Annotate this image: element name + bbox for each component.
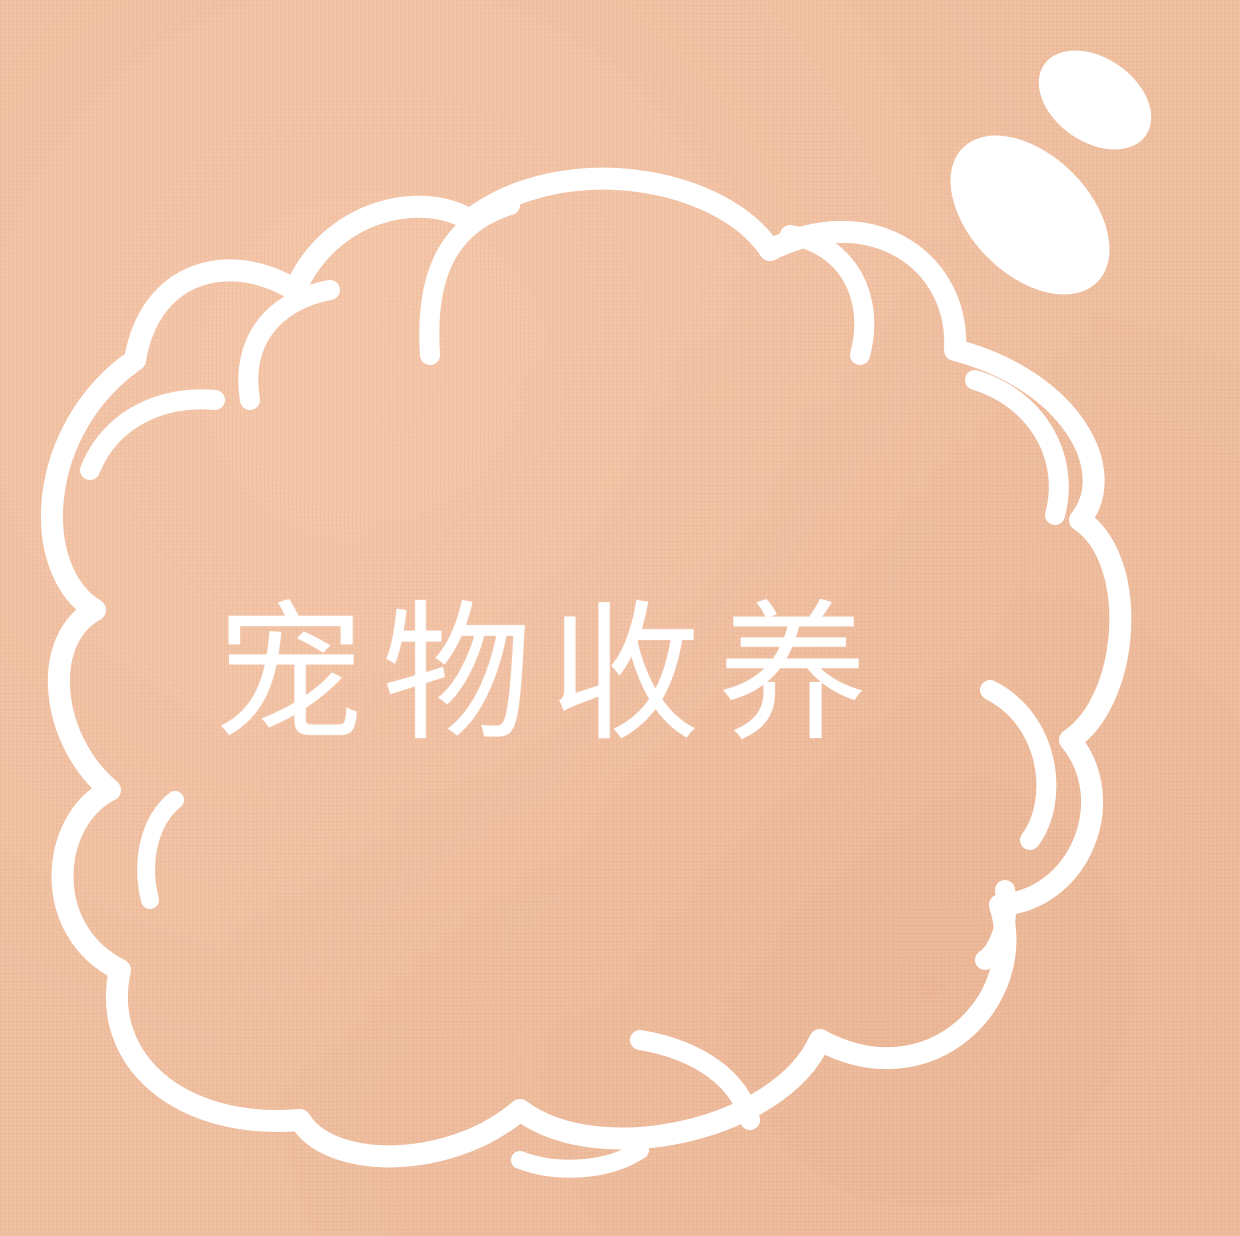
cloud-highlight-lower-left: [137, 791, 184, 909]
cloud-highlight-right: [965, 370, 1069, 525]
cloud-highlight-right-lower: [980, 680, 1057, 850]
cloud-highlight-bottom-left: [511, 1141, 649, 1178]
thought-dot-small: [1038, 50, 1152, 150]
cloud-highlight-left: [80, 389, 225, 480]
cloud-highlight-top-right: [780, 225, 875, 365]
thought-dot-large: [950, 135, 1110, 295]
cloud-highlight-bottom-right: [975, 880, 1017, 970]
cloud-highlight-top-left: [238, 280, 340, 410]
cloud-highlight-top: [419, 195, 520, 365]
page-title: 宠物收养: [213, 588, 886, 762]
cloud-highlight-bottom: [630, 1030, 760, 1130]
